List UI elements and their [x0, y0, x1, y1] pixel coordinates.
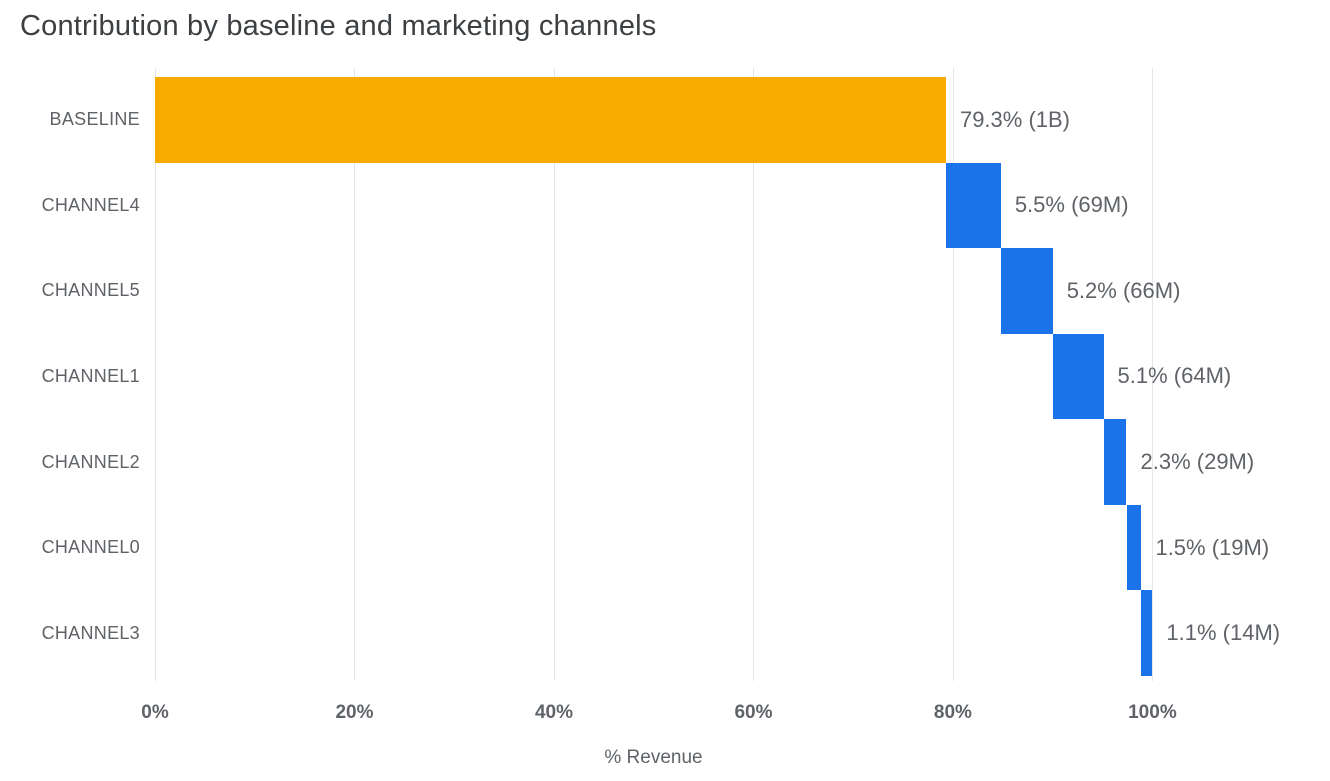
value-label: 1.1% (14M): [1166, 620, 1281, 646]
x-tick-label: 100%: [1128, 702, 1177, 723]
category-label: CHANNEL2: [41, 451, 140, 472]
bar[interactable]: [1052, 333, 1104, 420]
value-label: 5.5% (69M): [1014, 192, 1129, 218]
value-label: 2.3% (29M): [1140, 449, 1255, 475]
x-axis-ticks: 0% 20% 40% 60% 80% 100%: [0, 702, 1330, 730]
x-tick-label: 0%: [141, 702, 169, 723]
category-label: CHANNEL1: [41, 365, 140, 386]
gridline: [553, 68, 555, 681]
value-label: 5.1% (64M): [1117, 363, 1232, 389]
bar[interactable]: [1141, 590, 1153, 676]
category-label: CHANNEL3: [41, 622, 140, 643]
value-label: 5.2% (66M): [1066, 277, 1181, 303]
value-label: 1.5% (19M): [1155, 534, 1270, 560]
plot-area: 79.3% (1B) 5.5% (69M) 5.2% (66M) 5.1% (64M)…: [155, 68, 1322, 681]
bar[interactable]: [1126, 504, 1142, 591]
category-label: BASELINE: [49, 109, 140, 130]
category-axis: BASELINE CHANNEL4 CHANNEL5 CHANNEL1 CHANNEL2…: [0, 68, 140, 681]
bar[interactable]: [1103, 419, 1127, 505]
x-tick-label: 80%: [933, 702, 972, 723]
x-axis-title: % Revenue: [604, 747, 703, 768]
gridline: [155, 68, 156, 681]
x-tick-label: 40%: [534, 702, 573, 723]
category-label: CHANNEL5: [41, 280, 140, 301]
category-label: CHANNEL4: [41, 194, 140, 215]
bar[interactable]: [155, 77, 946, 163]
x-tick-label: 20%: [335, 702, 374, 723]
value-label: 79.3% (1B): [959, 106, 1071, 132]
bar[interactable]: [945, 162, 1001, 249]
gridline: [952, 68, 954, 681]
category-label: CHANNEL0: [41, 537, 140, 558]
chart-title: Contribution by baseline and marketing c…: [20, 10, 657, 42]
gridline: [753, 68, 755, 681]
bar[interactable]: [1000, 248, 1053, 334]
gridline: [1152, 68, 1154, 681]
x-tick-label: 60%: [734, 702, 773, 723]
gridline: [354, 68, 356, 681]
